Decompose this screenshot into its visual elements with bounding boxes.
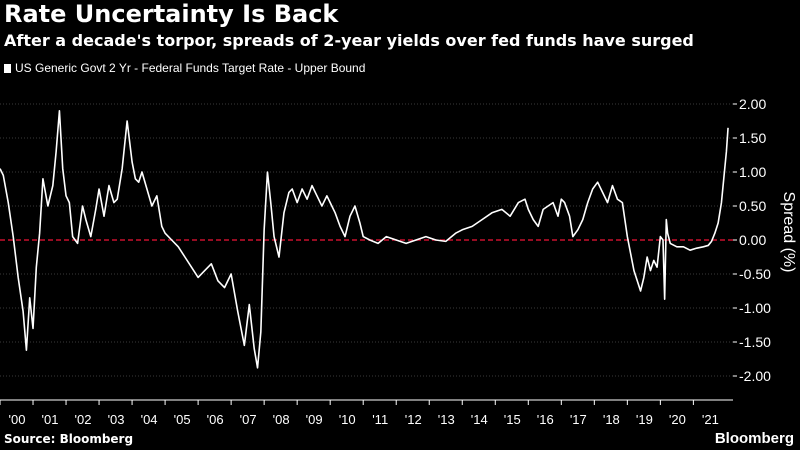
chart-subtitle: After a decade's torpor, spreads of 2-ye…: [4, 31, 694, 50]
series-line: [0, 110, 729, 369]
x-tick-label: '20: [669, 412, 686, 427]
x-tick-label: '15: [504, 412, 521, 427]
chart-title: Rate Uncertainty Is Back: [4, 0, 339, 28]
y-tick-label: -0.50: [739, 266, 771, 282]
legend-label: US Generic Govt 2 Yr - Federal Funds Tar…: [15, 61, 366, 75]
y-tick-label: 1.00: [739, 164, 766, 180]
x-tick-label: '21: [702, 412, 719, 427]
y-tick-label: -1.00: [739, 300, 771, 316]
x-tick-label: '04: [141, 412, 158, 427]
legend-swatch: [4, 63, 11, 73]
y-tick-label: -1.50: [739, 334, 771, 350]
x-tick-label: '13: [438, 412, 455, 427]
x-tick-label: '03: [108, 412, 125, 427]
legend: US Generic Govt 2 Yr - Federal Funds Tar…: [4, 61, 365, 75]
x-tick-label: '00: [9, 412, 26, 427]
x-tick-label: '18: [603, 412, 620, 427]
source-note: Source: Bloomberg: [4, 432, 134, 446]
y-tick-label: 0.50: [739, 198, 766, 214]
x-axis: '00 '01 '02 '03 '04 '05 '06 '07 '08 '09 '10 '11 '12 '…: [0, 399, 733, 427]
y-axis-label: Spread (%): [780, 192, 797, 273]
x-tick-label: '14: [471, 412, 488, 427]
x-tick-label: '07: [240, 412, 257, 427]
y-tick-label: 0.00: [739, 232, 766, 248]
x-tick-label: '09: [306, 412, 323, 427]
y-tick-label: -2.00: [739, 368, 771, 384]
x-tick-label: '19: [636, 412, 653, 427]
x-tick-label: '16: [537, 412, 554, 427]
x-tick-label: '11: [372, 412, 388, 427]
x-tick-label: '12: [405, 412, 422, 427]
x-tick-label: '06: [207, 412, 224, 427]
y-tick-label: 1.50: [739, 130, 766, 146]
grid: [0, 103, 733, 377]
y-axis: 2.00 1.50 1.00 0.50 0.00 -0.50 -1.00 -1.50 -2.00: [733, 96, 771, 384]
x-tick-label: '02: [75, 412, 92, 427]
y-tick-label: 2.00: [739, 96, 766, 112]
x-tick-label: '05: [174, 412, 191, 427]
x-tick-label: '08: [273, 412, 290, 427]
x-tick-label: '10: [339, 412, 356, 427]
x-tick-label: '01: [42, 412, 59, 427]
bloomberg-logo: Bloomberg: [714, 430, 794, 447]
x-tick-label: '17: [570, 412, 587, 427]
